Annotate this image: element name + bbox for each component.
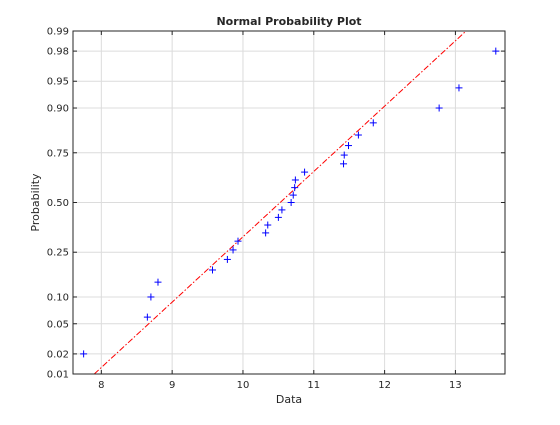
data-point [264,221,272,229]
data-point [147,293,155,301]
y-tick-label: 0.50 [47,198,69,209]
y-axis-label: Probability [29,173,42,232]
data-point [143,313,151,321]
x-tick-label: 8 [98,380,104,391]
data-point [154,278,162,286]
data-point [344,142,352,150]
data-point [209,266,217,274]
data-point [274,213,282,221]
data-point [234,237,242,245]
data-point [354,131,362,139]
data-point [340,151,348,159]
x-tick-label: 11 [307,380,320,391]
y-tick-label: 0.25 [47,248,69,259]
data-point [369,119,377,127]
data-point [289,191,297,199]
data-point [287,199,295,206]
data-point [435,104,443,112]
data-point [340,160,348,168]
data-point [229,246,237,254]
data-point [278,206,286,214]
x-tick-label: 9 [169,380,175,391]
tick-labels: 8 9 10 11 12 13 0.01 0.02 0.05 0.10 0.25 0.50 0.75 0.… [47,27,462,392]
y-tick-label: 0.01 [47,370,69,381]
data-point [80,350,88,358]
reference-line [93,30,467,375]
reference-line-layer [93,30,467,375]
data-point [291,184,299,192]
x-axis-label: Data [276,393,302,406]
data-point [301,168,309,176]
x-tick-label: 12 [378,380,391,391]
axes [72,30,506,375]
y-tick-label: 0.10 [47,292,69,303]
y-tick-label: 0.98 [47,47,69,58]
data-points [80,47,500,358]
data-point [223,255,231,263]
axes-box [72,30,506,375]
y-tick-label: 0.90 [47,104,69,115]
data-point [492,47,500,55]
x-tick-label: 13 [449,380,462,391]
data-point [455,84,463,92]
y-tick-label: 0.75 [47,148,69,159]
data-point [262,229,270,237]
data-point [291,176,299,184]
chart-title: Normal Probability Plot [216,15,361,28]
x-tick-label: 10 [237,380,250,391]
y-tick-label: 0.95 [47,77,69,88]
y-tick-label: 0.05 [47,319,69,330]
y-tick-label: 0.99 [47,27,69,38]
y-tick-label: 0.02 [47,349,69,360]
